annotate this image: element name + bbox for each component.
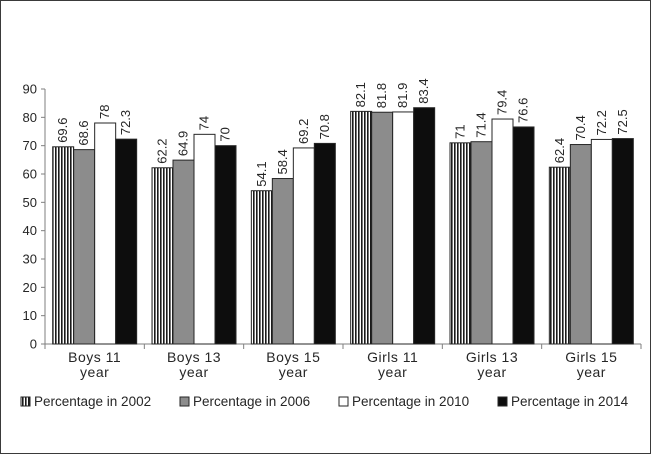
y-tick-label: 80 <box>23 110 37 125</box>
bar-value-label: 81.9 <box>395 83 410 108</box>
bar-gray <box>172 159 195 345</box>
bar-striped <box>52 146 75 345</box>
y-tick-label: 70 <box>23 138 37 153</box>
bar-value-label: 82.1 <box>353 82 368 107</box>
bar-white <box>392 111 415 345</box>
bar-white <box>94 122 117 345</box>
bar-black <box>115 138 138 345</box>
x-category-label: year <box>80 364 109 380</box>
bar-white <box>193 133 216 345</box>
bar-value-label: 72.2 <box>594 110 609 135</box>
bar-value-label: 78 <box>97 105 112 119</box>
legend-swatch-black <box>497 396 508 407</box>
legend-entry-label: Percentage in 2010 <box>352 394 469 409</box>
bar-striped <box>449 142 472 345</box>
bar-value-label: 81.8 <box>374 83 389 108</box>
bar-value-label: 54.1 <box>254 161 269 186</box>
bar-white <box>292 147 315 345</box>
legend-swatch-striped <box>20 396 31 407</box>
y-tick-label: 90 <box>23 82 37 97</box>
bar-gray <box>569 144 592 345</box>
bar-value-label: 72.5 <box>615 109 630 134</box>
y-tick-label: 0 <box>30 337 37 352</box>
y-tick-label: 40 <box>23 223 37 238</box>
bar-value-label: 70 <box>218 127 233 141</box>
legend-entry-label: Percentage in 2014 <box>511 394 629 409</box>
bar-value-label: 83.4 <box>416 78 431 103</box>
x-category-label: year <box>179 364 208 380</box>
bar-black <box>413 107 436 345</box>
bar-value-label: 69.2 <box>296 119 311 144</box>
bar-gray <box>470 141 493 345</box>
x-category-label: Boys 13 <box>167 349 221 365</box>
x-category-label: Boys 11 <box>68 349 121 365</box>
y-tick-label: 20 <box>23 280 37 295</box>
legend-swatch-gray <box>179 396 190 407</box>
bar-striped <box>151 167 174 345</box>
bar-gray <box>371 111 394 345</box>
bar-value-label: 71.4 <box>474 112 489 137</box>
bar-black <box>214 145 237 345</box>
bar-white <box>590 138 613 345</box>
bar-gray <box>271 178 294 345</box>
bar-value-label: 62.4 <box>552 138 567 163</box>
bar-value-label: 62.2 <box>155 138 170 163</box>
bar-value-label: 68.6 <box>76 120 91 145</box>
bar-striped <box>250 190 273 345</box>
bar-white <box>491 118 514 345</box>
bar-black <box>512 126 535 345</box>
bar-value-label: 74 <box>197 116 212 130</box>
x-category-label: year <box>477 364 506 380</box>
x-category-label: year <box>577 364 606 380</box>
bar-value-label: 64.9 <box>176 131 191 156</box>
bar-black <box>611 138 634 345</box>
bar-striped <box>548 166 571 345</box>
x-category-label: Girls 13 <box>466 349 518 365</box>
legend-entry-label: Percentage in 2002 <box>34 394 151 409</box>
legend-swatch-white <box>338 396 349 407</box>
x-category-label: Boys 15 <box>266 349 320 365</box>
bar-gray <box>73 149 96 345</box>
x-category-label: Girls 11 <box>367 349 418 365</box>
bar-value-label: 71 <box>453 124 468 138</box>
bar-black <box>313 142 336 345</box>
y-tick-label: 60 <box>23 167 37 182</box>
y-tick-label: 30 <box>23 252 37 267</box>
bar-value-label: 69.6 <box>55 117 70 142</box>
bar-striped <box>350 110 373 345</box>
bar-value-label: 79.4 <box>495 90 510 115</box>
y-tick-label: 50 <box>23 195 37 210</box>
bar-value-label: 70.8 <box>317 114 332 139</box>
bar-value-label: 70.4 <box>573 115 588 140</box>
y-tick-label: 10 <box>23 308 37 323</box>
x-category-label: year <box>378 364 407 380</box>
bar-value-label: 76.6 <box>516 98 531 123</box>
legend-entry-label: Percentage in 2006 <box>193 394 310 409</box>
x-category-label: Girls 15 <box>565 349 617 365</box>
bar-value-label: 58.4 <box>275 149 290 174</box>
x-category-label: year <box>279 364 308 380</box>
bar-value-label: 72.3 <box>118 110 133 135</box>
